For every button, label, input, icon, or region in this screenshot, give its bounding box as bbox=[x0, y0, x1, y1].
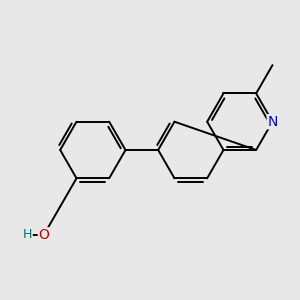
Text: H: H bbox=[23, 228, 32, 242]
Text: O: O bbox=[38, 228, 49, 242]
Text: N: N bbox=[267, 115, 278, 129]
